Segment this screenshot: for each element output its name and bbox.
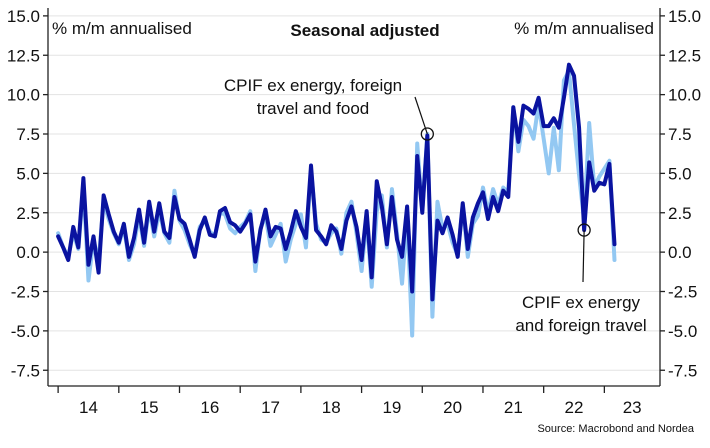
x-tick-label: 20 [443,398,462,417]
series-line-1 [56,62,617,302]
y-tick-label-right: 7.5 [668,125,692,144]
annotation-marker [420,127,434,141]
x-tick-label: 23 [623,398,642,417]
chart-title: Seasonal adjusted [290,21,439,40]
right-unit-label: % m/m annualised [514,19,654,38]
y-tick-label-right: 2.5 [668,204,692,223]
x-tick-label: 14 [79,398,98,417]
source-note: Source: Macrobond and Nordea [537,423,694,435]
x-tick-label: 15 [140,398,159,417]
y-tick-label-right: -7.5 [668,361,697,380]
x-tick-label: 19 [382,398,401,417]
left-unit-label: % m/m annualised [52,19,192,38]
annotation-core-line2: and foreign travel [515,316,646,335]
y-tick-label-right: -2.5 [668,283,697,302]
y-tick-label-right: 10.0 [668,86,701,105]
series-layer [56,62,617,338]
y-tick-label-right: 0.0 [668,243,692,262]
x-tick-label: 21 [504,398,523,417]
annotation-food-line2: travel and food [257,99,369,118]
annotation-marker [577,223,591,237]
annotation-food-line1: CPIF ex energy, foreign [224,76,402,95]
y-tick-label-left: 15.0 [7,7,40,26]
y-tick-label-right: 5.0 [668,164,692,183]
y-tick-label-right: -5.0 [668,322,697,341]
y-tick-label-left: -2.5 [11,283,40,302]
annotation-layer [414,96,591,283]
y-tick-label-left: 7.5 [16,125,40,144]
ticks-layer: 15.0 15.0 12.5 12.5 10.0 10.0 7.5 7.5 5.0 5.0 2.5 2… [7,7,701,417]
y-tick-label-left: 2.5 [16,204,40,223]
y-tick-label-left: -5.0 [11,322,40,341]
y-tick-label-left: 12.5 [7,46,40,65]
y-tick-label-left: 5.0 [16,164,40,183]
annotation-core-line1: CPIF ex energy [522,293,641,312]
y-tick-label-right: 15.0 [668,7,701,26]
y-tick-label-left: 10.0 [7,86,40,105]
annotation-leader-line [582,230,585,283]
x-tick-label: 17 [261,398,280,417]
x-tick-label: 16 [200,398,219,417]
x-tick-label: 18 [322,398,341,417]
y-tick-label-left: -7.5 [11,361,40,380]
y-tick-label-right: 12.5 [668,46,701,65]
y-tick-label-left: 0.0 [16,243,40,262]
axis-layer [47,8,661,387]
x-tick-label: 22 [565,398,584,417]
